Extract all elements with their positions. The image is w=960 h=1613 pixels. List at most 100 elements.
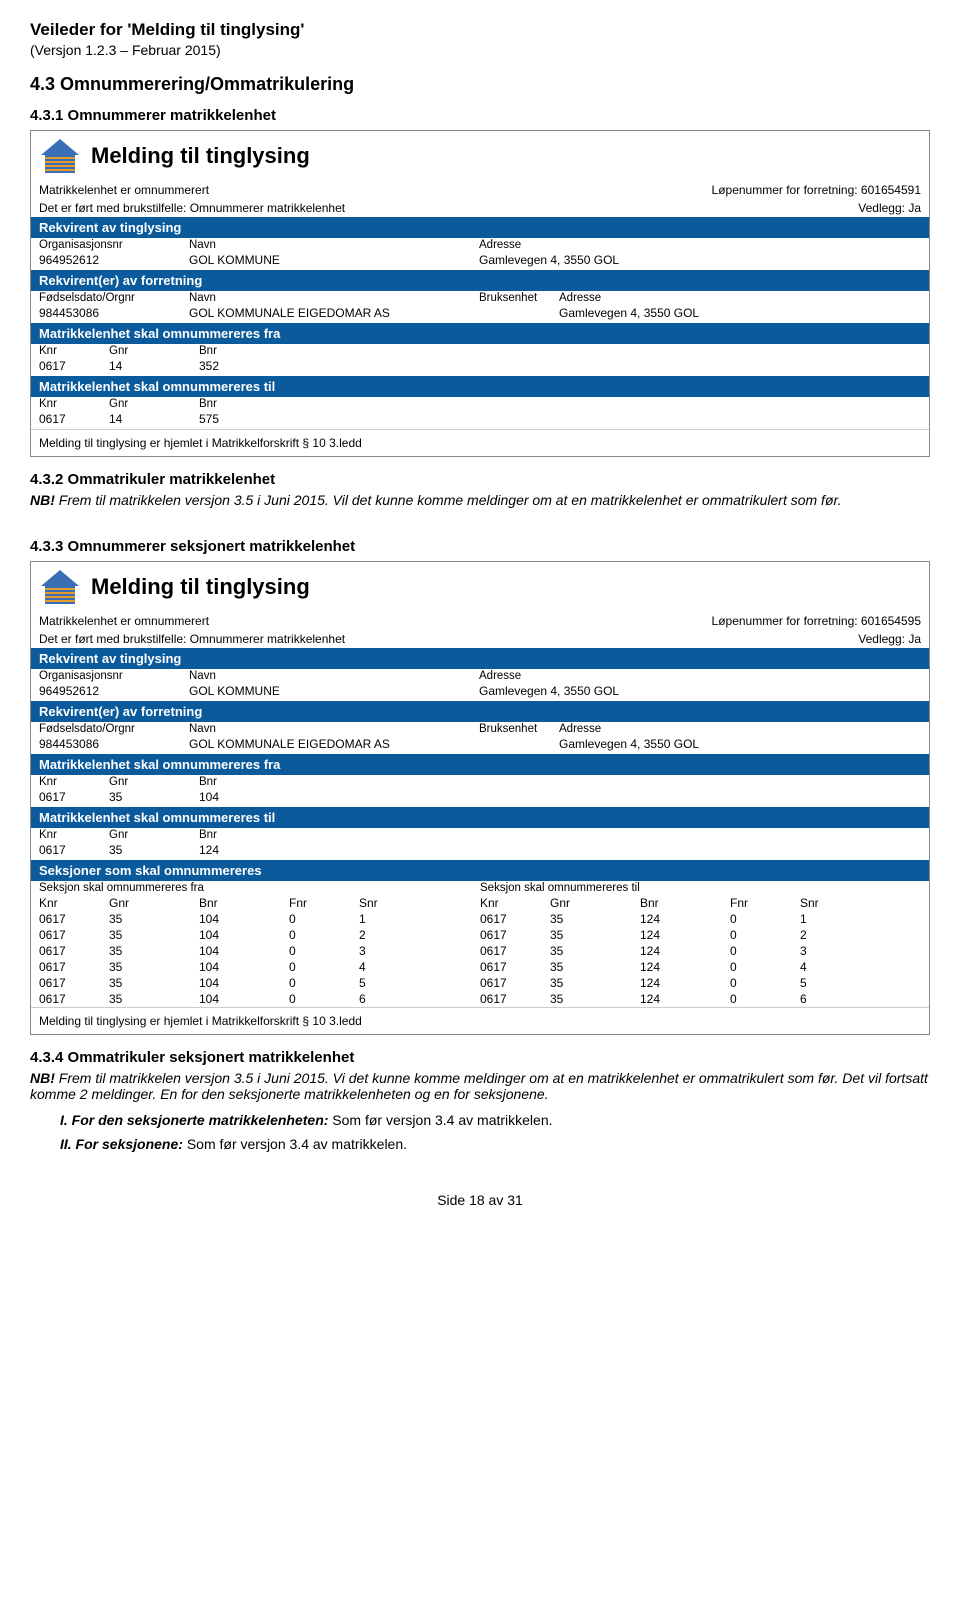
- cell-gnr: 35: [550, 976, 640, 990]
- cell-bruk: [479, 737, 559, 751]
- col-head-adr: Adresse: [559, 292, 921, 304]
- house-logo-icon: [39, 568, 81, 606]
- cell-bnr: 124: [640, 976, 730, 990]
- cell-adr: Gamlevegen 4, 3550 GOL: [479, 253, 921, 267]
- col-head-knr: Knr: [39, 345, 109, 357]
- row-data: 0617 14 352: [31, 358, 929, 376]
- cell-snr: 4: [359, 960, 429, 974]
- panel-title: Melding til tinglysing: [91, 574, 310, 600]
- col-head-knr: Knr: [39, 829, 109, 841]
- cell-snr: 6: [800, 992, 870, 1006]
- table-row: 0617351040406173512404: [31, 959, 929, 975]
- cell-gnr: 35: [109, 790, 199, 804]
- cell-fnr: 0: [730, 944, 800, 958]
- cell-fods: 984453086: [39, 737, 189, 751]
- label-fra: Seksjon skal omnummereres fra: [39, 882, 480, 894]
- note-4-3-2: NB! Frem til matrikkelen versjon 3.5 i J…: [30, 492, 930, 508]
- meta-left-1: Matrikkelenhet er omnummerert: [39, 183, 209, 197]
- row-data: 0617 35 104: [31, 789, 929, 807]
- cell-fnr: 0: [730, 992, 800, 1006]
- cell-bnr: 104: [199, 944, 289, 958]
- note-text: Frem til matrikkelen versjon 3.5 i Juni …: [59, 492, 842, 508]
- row-data: 0617 35 124: [31, 842, 929, 860]
- col-head-org: Organisasjonsnr: [39, 670, 189, 682]
- cell-knr: 0617: [39, 912, 109, 926]
- col-head-gnr: Gnr: [109, 398, 199, 410]
- col-head-bruk: Bruksenhet: [479, 723, 559, 735]
- cell-knr: 0617: [39, 843, 109, 857]
- cell-gnr: 35: [109, 944, 199, 958]
- section-bar-rekvf: Rekvirent(er) av forretning: [31, 270, 929, 291]
- table-row: 0617351040106173512401: [31, 911, 929, 927]
- meta-row-2: Det er ført med brukstilfelle: Omnummere…: [31, 630, 929, 648]
- col-head-bruk: Bruksenhet: [479, 292, 559, 304]
- meta-left: Det er ført med brukstilfelle: Omnummere…: [39, 632, 345, 646]
- row-header: Knr Gnr Bnr: [31, 828, 929, 842]
- cell-navn: GOL KOMMUNALE EIGEDOMAR AS: [189, 306, 479, 320]
- cell-bnr: 104: [199, 912, 289, 926]
- cell-knr: 0617: [39, 944, 109, 958]
- panel-footnote: Melding til tinglysing er hjemlet i Matr…: [31, 430, 929, 456]
- row-header: Organisasjonsnr Navn Adresse: [31, 669, 929, 683]
- note-item-II: II. For seksjonene: Som før versjon 3.4 …: [60, 1136, 930, 1152]
- section-bar-rekv: Rekvirent av tinglysing: [31, 217, 929, 238]
- row-header: Knr Gnr Bnr: [31, 344, 929, 358]
- cell-gnr: 35: [550, 944, 640, 958]
- cell-knr: 0617: [39, 992, 109, 1006]
- note-I-label: I. For den seksjonerte matrikkelenheten:: [60, 1112, 328, 1128]
- cell-bnr: 104: [199, 960, 289, 974]
- h-fnr: Fnr: [289, 896, 359, 910]
- cell-bnr: 575: [199, 412, 289, 426]
- form-panel-1: Melding til tinglysing Matrikkelenhet er…: [30, 130, 930, 457]
- section-bar-seks: Seksjoner som skal omnummereres: [31, 860, 929, 881]
- cell-bnr: 104: [199, 928, 289, 942]
- h-gnr: Gnr: [109, 896, 199, 910]
- cell-knr: 0617: [480, 992, 550, 1006]
- label-til: Seksjon skal omnummereres til: [480, 882, 921, 894]
- cell-bnr: 124: [640, 928, 730, 942]
- cell-gnr: 14: [109, 412, 199, 426]
- row-data: 0617 14 575: [31, 411, 929, 429]
- section-bar-til: Matrikkelenhet skal omnummereres til: [31, 376, 929, 397]
- cell-adr: Gamlevegen 4, 3550 GOL: [559, 737, 921, 751]
- cell-snr: 3: [800, 944, 870, 958]
- form-panel-2: Melding til tinglysing Matrikkelenhet er…: [30, 561, 930, 1035]
- cell-bnr: 124: [640, 912, 730, 926]
- cell-bnr: 104: [199, 976, 289, 990]
- cell-bnr: 104: [199, 790, 289, 804]
- meta-row-1: Matrikkelenhet er omnummerert Løpenummer…: [31, 181, 929, 199]
- cell-knr: 0617: [480, 960, 550, 974]
- meta-right-2: Vedlegg: Ja: [858, 201, 921, 215]
- meta-left: Matrikkelenhet er omnummerert: [39, 614, 209, 628]
- seks-body: 0617351040106173512401061735104020617351…: [31, 911, 929, 1007]
- cell-org: 964952612: [39, 684, 189, 698]
- cell-gnr: 35: [550, 912, 640, 926]
- note-II-text: Som før versjon 3.4 av matrikkelen.: [183, 1136, 407, 1152]
- meta-right-1: Løpenummer for forretning: 601654591: [712, 183, 921, 197]
- note-item-I: I. For den seksjonerte matrikkelenheten:…: [60, 1112, 930, 1128]
- h-bnr: Bnr: [199, 896, 289, 910]
- col-head-bnr: Bnr: [199, 829, 289, 841]
- h-knr: Knr: [39, 896, 109, 910]
- cell-adr: Gamlevegen 4, 3550 GOL: [559, 306, 921, 320]
- cell-fods: 984453086: [39, 306, 189, 320]
- cell-fnr: 0: [730, 912, 800, 926]
- meta-row-2: Det er ført med brukstilfelle: Omnummere…: [31, 199, 929, 217]
- col-head-navn: Navn: [189, 670, 479, 682]
- meta-left-2: Det er ført med brukstilfelle: Omnummere…: [39, 201, 345, 215]
- cell-gnr: 35: [109, 960, 199, 974]
- cell-snr: 1: [800, 912, 870, 926]
- col-head-navn: Navn: [189, 723, 479, 735]
- col-head-adr: Adresse: [479, 670, 921, 682]
- meta-right: Vedlegg: Ja: [858, 632, 921, 646]
- section-bar-fra: Matrikkelenhet skal omnummereres fra: [31, 754, 929, 775]
- doc-title: Veileder for 'Melding til tinglysing': [30, 20, 930, 40]
- h-knr: Knr: [480, 896, 550, 910]
- row-header: Fødselsdato/Orgnr Navn Bruksenhet Adress…: [31, 291, 929, 305]
- col-head-knr: Knr: [39, 776, 109, 788]
- h-gnr: Gnr: [550, 896, 640, 910]
- cell-gnr: 35: [550, 960, 640, 974]
- cell-knr: 0617: [480, 928, 550, 942]
- cell-fnr: 0: [289, 944, 359, 958]
- cell-fnr: 0: [730, 976, 800, 990]
